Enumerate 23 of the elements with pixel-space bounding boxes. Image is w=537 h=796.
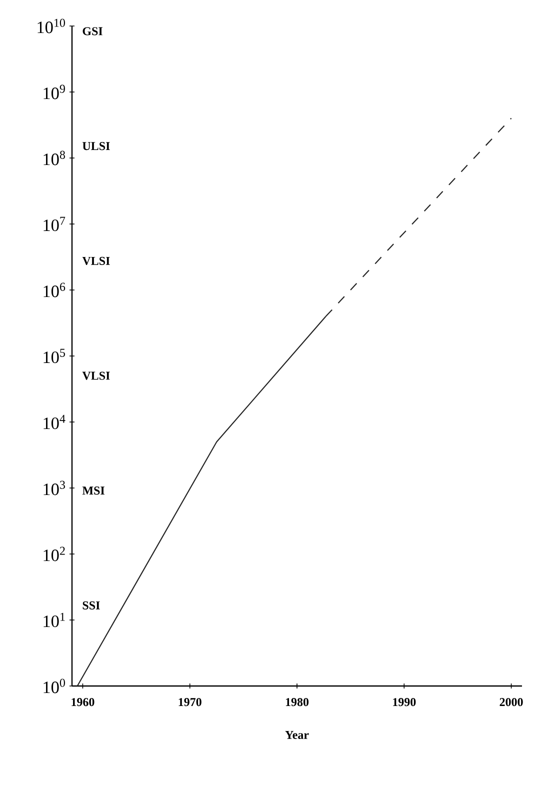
x-tick-label: 1960 — [72, 698, 94, 706]
y-tick-label: 10$^{0}$ — [44, 678, 66, 694]
y-tick-label: 10$^{1}$ — [44, 612, 65, 628]
annotation: VLSI — [82, 256, 110, 266]
y-tick-label: 10$^{9}$ — [44, 84, 65, 100]
y-tick-label: 10$^{4}$ — [44, 414, 66, 430]
annotation: SSI — [82, 601, 100, 610]
annotation: ULSI — [82, 142, 110, 150]
x-tick-label: 1970 — [178, 698, 202, 706]
x-tick-label: 2000 — [500, 698, 523, 706]
x-tick-label: 1990 — [393, 698, 416, 706]
y-tick-label: 10$^{6}$ — [44, 282, 66, 298]
y-tick-label: 10$^{2}$ — [44, 546, 65, 562]
annotation: MSI — [82, 486, 104, 495]
annotation: GSI — [82, 27, 102, 36]
annotation: VLSI — [82, 372, 110, 380]
y-tick-label: 10$^{5}$ — [44, 348, 66, 364]
y-tick-label: 10$^{7}$ — [44, 216, 66, 232]
x-tick-label: 1980 — [286, 698, 309, 706]
y-tick-label: 10$^{8}$ — [44, 150, 66, 166]
y-tick-label: 10$^{3}$ — [44, 480, 66, 496]
y-tick-label: 10$^{10}$ — [38, 18, 66, 34]
x-axis-title: Year — [285, 730, 309, 739]
